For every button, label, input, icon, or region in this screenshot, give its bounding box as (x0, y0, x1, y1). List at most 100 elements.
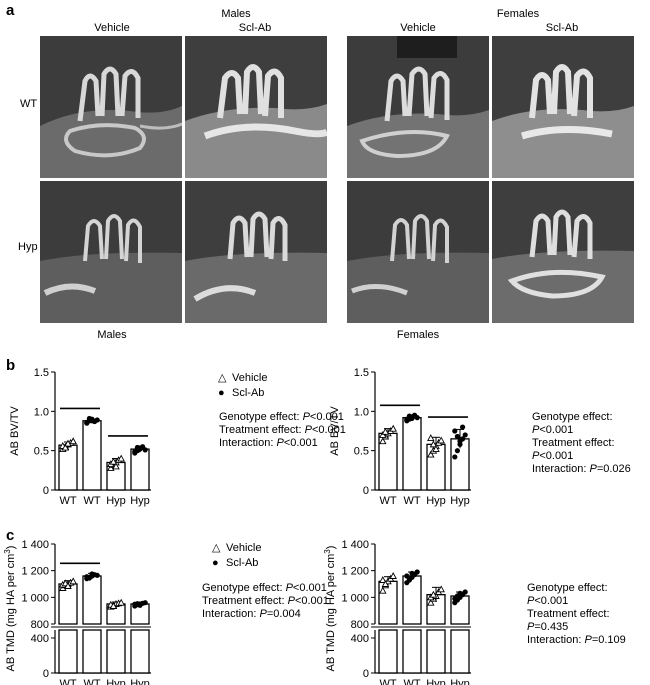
stats-b-males: Genotype effect: P<0.001 Treatment effec… (219, 411, 346, 450)
data-point-circle (137, 446, 143, 452)
stat-treatment-label: Treatment effect: (202, 595, 288, 607)
bar-lower (106, 629, 126, 674)
data-point-triangle (427, 434, 435, 442)
y-axis-label: AB BV/TV (329, 406, 341, 456)
row-label-wt: WT (20, 98, 38, 110)
legend-vehicle-label: Vehicle (232, 372, 268, 384)
filled-circle-icon: ● (212, 557, 219, 569)
stat-genotype-p: P (532, 424, 540, 436)
y-tick-label: 0 (363, 485, 369, 497)
data-point-triangle (429, 590, 438, 598)
bar-lower (402, 629, 422, 674)
bar-lower (82, 629, 102, 674)
data-point-circle (462, 589, 468, 595)
bar-lower (130, 629, 150, 674)
females-footer: Females (396, 329, 440, 341)
stat-genotype-value: <0.001 (292, 582, 327, 594)
chart-b-males: 0 0.5 1.0 1.5 AB BV/TV WT WT Hyp Hyp (9, 367, 151, 507)
x-tick-label: Hyp (426, 678, 446, 685)
triangle-icon: △ (212, 542, 221, 554)
y-tick-label: 400 (31, 633, 49, 645)
legend-vehicle-label: Vehicle (226, 542, 262, 554)
y-tick-label: 1 200 (341, 566, 369, 578)
stat-interaction-label: Interaction: (532, 463, 590, 475)
stat-treatment-value: =0.435 (534, 621, 569, 633)
y-tick-label: 1 400 (341, 539, 369, 551)
stat-interaction-value: <0.001 (283, 437, 318, 449)
stat-genotype-label: Genotype effect: (219, 411, 303, 423)
data-point-circle (454, 448, 460, 454)
data-point-circle (142, 447, 148, 453)
panel-c-letter: c (6, 527, 15, 544)
x-tick-label: Hyp (130, 678, 150, 685)
data-point-circle (137, 602, 143, 608)
data-point-triangle (437, 585, 445, 593)
stat-genotype-p: P (285, 582, 293, 594)
x-tick-label: WT (59, 495, 76, 507)
bar-upper (82, 575, 102, 625)
filled-circle-icon: ● (218, 387, 225, 399)
stat-treatment-value: <0.001 (311, 424, 346, 436)
y-tick-label: 400 (351, 633, 369, 645)
data-point-triangle (112, 462, 120, 470)
x-tick-label: WT (403, 678, 420, 685)
data-point-circle (454, 433, 460, 440)
data-point-circle (462, 432, 468, 438)
stat-interaction-label: Interaction: (527, 634, 585, 646)
data-point-triangle (109, 602, 118, 609)
stat-treatment-label: Treatment effect: (532, 437, 615, 449)
data-point-triangle (64, 582, 72, 589)
ct-image-hyp-females-vehicle (347, 181, 489, 323)
males-vehicle-col: Vehicle (94, 22, 130, 34)
stats-c-females: Genotype effect: P<0.001 Treatment effec… (527, 582, 650, 647)
stat-interaction-label: Interaction: (219, 437, 277, 449)
data-point-circle (457, 590, 463, 596)
x-tick-label: WT (379, 678, 396, 685)
data-point-triangle (379, 437, 387, 445)
x-tick-label: WT (59, 678, 76, 685)
y-axis-label: AB TMD (mg HA per cm3) (3, 546, 18, 672)
y-tick-label: 800 (351, 619, 369, 631)
legend-vehicle-item: △ Vehicle (212, 541, 261, 557)
y-tick-label: 0 (363, 668, 369, 680)
data-point-circle (452, 428, 458, 434)
x-tick-label: WT (83, 678, 100, 685)
y-tick-label: 1.5 (354, 367, 369, 379)
data-point-triangle (64, 439, 72, 447)
stat-interaction-p: P (589, 463, 597, 475)
data-point-triangle (389, 572, 397, 579)
stat-interaction-p: P (276, 437, 284, 449)
data-point-triangle (381, 580, 390, 587)
data-point-circle (406, 576, 412, 582)
y-tick-label: 1.0 (34, 406, 49, 418)
stat-treatment-value: <0.001 (539, 450, 574, 462)
data-point-circle (414, 415, 420, 421)
females-vehicle-col: Vehicle (400, 22, 436, 34)
data-point-circle (409, 570, 415, 576)
data-point-triangle (379, 586, 387, 594)
y-tick-label: 0.5 (34, 446, 49, 458)
data-point-circle (84, 420, 90, 426)
data-point-circle (94, 417, 100, 423)
y-tick-label: 0.5 (354, 446, 369, 458)
stat-treatment-p: P (304, 424, 312, 436)
y-axis-label: AB BV/TV (9, 406, 21, 456)
legend-vehicle-item: △ Vehicle (218, 371, 267, 387)
data-point-triangle (432, 445, 440, 453)
data-point-triangle (379, 576, 387, 583)
ct-image-hyp-females-sclab (492, 181, 634, 323)
stat-genotype-label: Genotype effect: (532, 411, 613, 423)
bar-lower (426, 629, 446, 674)
stat-genotype-label: Genotype effect: (202, 582, 286, 594)
x-tick-label: WT (83, 495, 100, 507)
row-label-hyp: Hyp (18, 241, 38, 253)
stat-interaction-value: =0.026 (596, 463, 631, 475)
ct-image-hyp-males-vehicle (40, 181, 182, 323)
data-point-triangle (437, 436, 445, 444)
data-point-circle (86, 575, 92, 581)
legend-sclab-item: ● Scl-Ab (218, 387, 267, 403)
stat-genotype-value: <0.001 (309, 411, 344, 423)
stat-interaction-p: P (584, 634, 592, 646)
y-tick-label: 800 (31, 619, 49, 631)
males-sclab-col: Scl-Ab (238, 22, 272, 34)
